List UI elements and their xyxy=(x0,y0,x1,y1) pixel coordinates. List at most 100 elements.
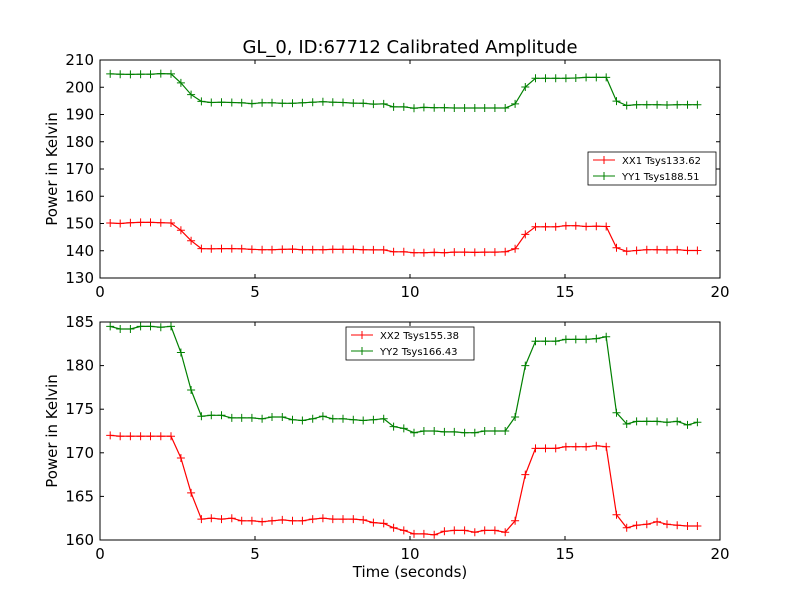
bottom-data-point xyxy=(176,348,185,357)
bottom-data-point xyxy=(389,523,398,532)
top-data-point xyxy=(582,73,591,82)
top-data-point xyxy=(521,83,530,91)
bottom-data-point xyxy=(187,386,196,394)
top-data-point xyxy=(602,222,611,231)
top-legend-marker-xx1 xyxy=(600,156,608,164)
top-data-point xyxy=(258,98,267,107)
bottom-xtick-label: 10 xyxy=(400,545,419,563)
bottom-data-point xyxy=(167,322,175,331)
bottom-data-point xyxy=(410,529,418,538)
bottom-data-point xyxy=(359,515,368,524)
top-data-point xyxy=(247,245,256,254)
top-data-point xyxy=(349,245,358,254)
bottom-data-point xyxy=(541,337,550,346)
top-data-point xyxy=(480,104,489,112)
top-data-point xyxy=(683,100,692,109)
top-data-point xyxy=(126,218,135,227)
bottom-data-point xyxy=(207,411,216,420)
bottom-data-point xyxy=(551,444,560,453)
top-data-point xyxy=(116,70,125,79)
top-data-point xyxy=(642,100,651,109)
bottom-xtick-label: 5 xyxy=(250,545,260,563)
bottom-data-point xyxy=(582,335,591,344)
bottom-ylabel: Power in Kelvin xyxy=(43,374,61,488)
bottom-data-point xyxy=(531,444,540,453)
top-data-point xyxy=(490,104,499,112)
bottom-legend-marker-yy2 xyxy=(358,347,366,355)
top-data-point xyxy=(399,247,408,256)
bottom-data-point xyxy=(430,530,439,539)
top-ylabel: Power in Kelvin xyxy=(43,112,61,226)
top-data-point xyxy=(176,78,185,87)
top-ytick-label: 200 xyxy=(65,78,94,96)
bottom-data-point xyxy=(663,520,671,529)
top-legend: XX1 Tsys133.62 YY1 Tsys188.51 xyxy=(587,151,717,186)
top-xtick-label: 0 xyxy=(95,283,105,301)
top-data-point xyxy=(683,246,692,255)
bottom-data-point xyxy=(379,414,388,423)
bottom-xtick-label: 15 xyxy=(555,545,574,563)
bottom-data-point xyxy=(389,422,398,431)
bottom-data-point xyxy=(237,516,246,525)
bottom-data-point xyxy=(136,322,145,331)
bottom-data-point xyxy=(602,442,611,451)
bottom-data-point xyxy=(693,522,702,530)
top-data-point xyxy=(359,99,368,108)
bottom-axes: 0 5 10 15 20 160 165 170 175 180 185 Power in Kelv… xyxy=(43,313,730,581)
top-data-point xyxy=(298,245,307,254)
top-data-point xyxy=(551,74,560,83)
bottom-data-point xyxy=(217,515,226,524)
top-data-point xyxy=(339,245,347,254)
bottom-ytick-label: 165 xyxy=(65,487,94,505)
bottom-ytick-label: 180 xyxy=(65,357,94,375)
top-data-point xyxy=(167,69,175,78)
top-data-point xyxy=(622,101,631,110)
top-ytick-label: 180 xyxy=(65,133,94,151)
bottom-data-point xyxy=(399,526,408,535)
top-data-point xyxy=(582,222,591,231)
top-data-point xyxy=(480,248,489,257)
top-data-point xyxy=(116,219,125,228)
top-data-point xyxy=(268,245,276,254)
top-data-point xyxy=(430,103,439,112)
top-data-point xyxy=(167,219,175,227)
top-data-point xyxy=(430,248,439,257)
bottom-data-point xyxy=(561,442,570,451)
bottom-data-point xyxy=(511,413,520,421)
top-data-point xyxy=(561,221,570,230)
bottom-ytick-label: 160 xyxy=(65,531,94,549)
bottom-data-point xyxy=(379,519,388,528)
top-data-point xyxy=(531,74,540,83)
bottom-data-point xyxy=(369,415,378,424)
bottom-data-point xyxy=(450,427,459,436)
bottom-data-point xyxy=(511,516,520,525)
top-data-point xyxy=(278,245,287,254)
bottom-data-point xyxy=(470,428,479,437)
bottom-data-point xyxy=(126,432,135,441)
top-data-point xyxy=(308,245,317,254)
top-data-point xyxy=(247,99,256,108)
top-data-point xyxy=(592,222,601,231)
top-data-point xyxy=(389,247,398,256)
top-data-point xyxy=(511,99,520,108)
top-data-point xyxy=(217,244,226,253)
top-data-point xyxy=(551,222,560,231)
bottom-data-point xyxy=(247,413,256,422)
top-ytick-label: 160 xyxy=(65,187,94,205)
bottom-data-point xyxy=(298,416,307,425)
top-data-point xyxy=(318,245,327,254)
top-ytick-label: 150 xyxy=(65,215,94,233)
bottom-data-point xyxy=(612,510,621,519)
bottom-data-point xyxy=(268,413,276,421)
top-data-point xyxy=(440,248,449,257)
top-data-point xyxy=(146,70,155,79)
bottom-xtick-label: 20 xyxy=(710,545,729,563)
top-data-point xyxy=(318,97,327,106)
bottom-data-point xyxy=(673,521,682,530)
bottom-data-point xyxy=(642,520,651,529)
bottom-data-point xyxy=(318,514,327,523)
top-ticks: 0 5 10 15 20 130 140 150 160 170 180 190 200 210 xyxy=(65,51,729,301)
top-data-point xyxy=(632,100,641,109)
bottom-data-point xyxy=(328,515,337,524)
